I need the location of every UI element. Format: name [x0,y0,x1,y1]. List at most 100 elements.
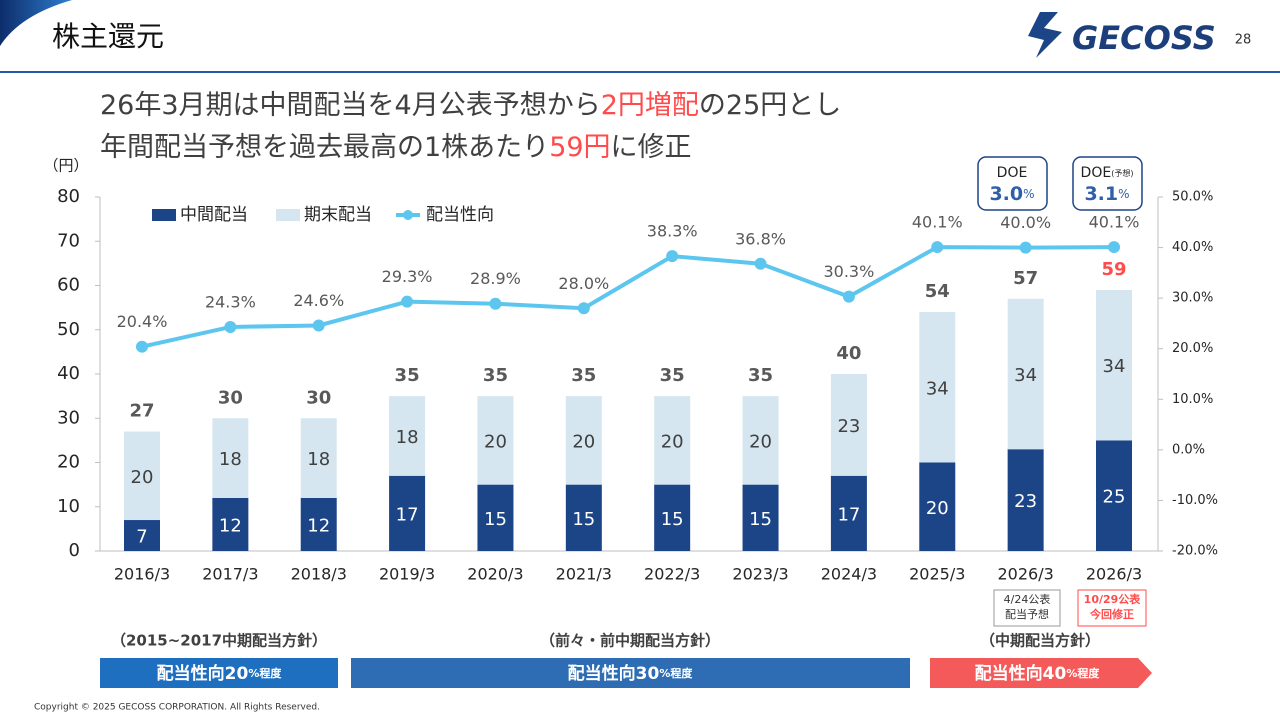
doe-label: DOE(予想) [1081,165,1134,181]
data-label: 20 [749,431,772,452]
data-label: 30.3% [823,262,874,281]
bar-segment [565,396,602,485]
legend-swatch [276,209,300,221]
bar-segment [124,520,160,551]
total-label: 30 [306,387,331,408]
line-point [136,340,148,353]
data-label: 24.3% [205,292,256,311]
y2-tick-label: -10.0% [1172,493,1218,508]
header-swoosh [0,0,72,46]
bar-segment [1007,298,1044,450]
legend-swatch [152,209,176,221]
y-tick-label: 80 [57,186,80,207]
data-label: 20 [926,498,949,519]
y-tick-label: 30 [57,407,80,428]
bar-segment [654,396,691,485]
page-number: 28 [1235,33,1252,48]
data-label: 15 [572,509,595,530]
x-tick-label: 2020/3 [467,565,523,584]
line-point [1019,241,1032,254]
data-label: 34 [1103,356,1126,377]
x-tick-label: 2016/3 [114,565,170,584]
doe-label: DOE [997,165,1028,181]
doe-box [977,156,1048,211]
policy-bar [351,658,910,688]
legend-label: 期末配当 [304,205,372,225]
total-label: 54 [925,281,950,302]
bar-segment [1007,449,1044,551]
y-tick-label: 20 [57,452,80,473]
legend-label: 中間配当 [180,205,248,225]
data-label: 23 [837,416,860,437]
bar-segment [654,484,691,551]
y2-tick-label: 40.0% [1172,240,1213,255]
total-label: 35 [395,365,420,386]
data-label: 20 [572,431,595,452]
y-tick-label: 70 [57,230,80,251]
bar-segment [212,497,249,551]
line-point [312,319,325,332]
doe-value: 3.0% [989,183,1034,205]
bar-segment [300,418,337,498]
bar-segment [742,484,779,551]
line-point [401,295,414,308]
x-tick-label: 2023/3 [732,565,788,584]
x-tick-label: 2017/3 [202,565,258,584]
bar-segment [212,418,249,498]
data-label: 15 [661,509,684,530]
total-label: 59 [1101,259,1126,280]
data-label: 12 [307,515,330,536]
y-axis-unit: （円） [43,157,88,175]
policy-label: 配当性向20%程度 [157,663,283,684]
line-point [489,297,502,310]
x-tick-label: 2019/3 [379,565,435,584]
bar-segment [477,396,514,485]
y-tick-label: 60 [57,275,80,296]
slide-title: 株主還元 [52,20,164,53]
data-label: 18 [219,449,242,470]
bar-segment [565,484,602,551]
legend-label: 配当性向 [426,205,494,225]
note-box [993,589,1061,627]
y2-tick-label: 0.0% [1172,442,1205,457]
data-label: 40.1% [912,213,963,232]
y-tick-label: 10 [57,496,80,517]
data-label: 40.1% [1089,213,1140,232]
data-label: 24.6% [293,291,344,310]
legend-swatch [403,210,413,220]
bar-segment [830,374,867,476]
total-label: 35 [748,365,773,386]
total-label: 57 [1013,268,1038,289]
data-label: 36.8% [735,229,786,248]
line [141,245,1115,349]
data-label: 17 [837,504,860,525]
line-point [931,241,944,254]
line-point [1108,241,1120,254]
line-point [666,250,679,263]
y2-tick-label: 20.0% [1172,341,1213,356]
policy-period: （中期配当方針） [980,632,1100,650]
x-tick-label: 2024/3 [821,565,877,584]
bar-segment [389,475,426,551]
data-label: 20 [661,431,684,452]
x-tick-label: 2026/3 [997,565,1053,584]
bar-segment [1096,440,1132,551]
logo: GECOSS [1072,19,1216,57]
copyright: Copyright © 2025 GECOSS CORPORATION. All… [34,703,320,713]
policy-period: （2015~2017中期配当方針） [111,632,327,650]
y-tick-label: 50 [57,319,80,340]
bar-segment [389,396,426,476]
x-tick-label: 2025/3 [909,565,965,584]
bar-segment [477,484,514,551]
data-label: 29.3% [382,267,433,286]
total-label: 27 [129,401,154,422]
line-point [224,320,237,333]
y2-tick-label: 30.0% [1172,291,1213,306]
total-label: 35 [660,365,685,386]
x-tick-label: 2022/3 [644,565,700,584]
data-label: 18 [396,427,419,448]
bar-segment [830,475,867,551]
policy-label: 配当性向30%程度 [568,663,694,684]
data-label: 23 [1014,491,1037,512]
